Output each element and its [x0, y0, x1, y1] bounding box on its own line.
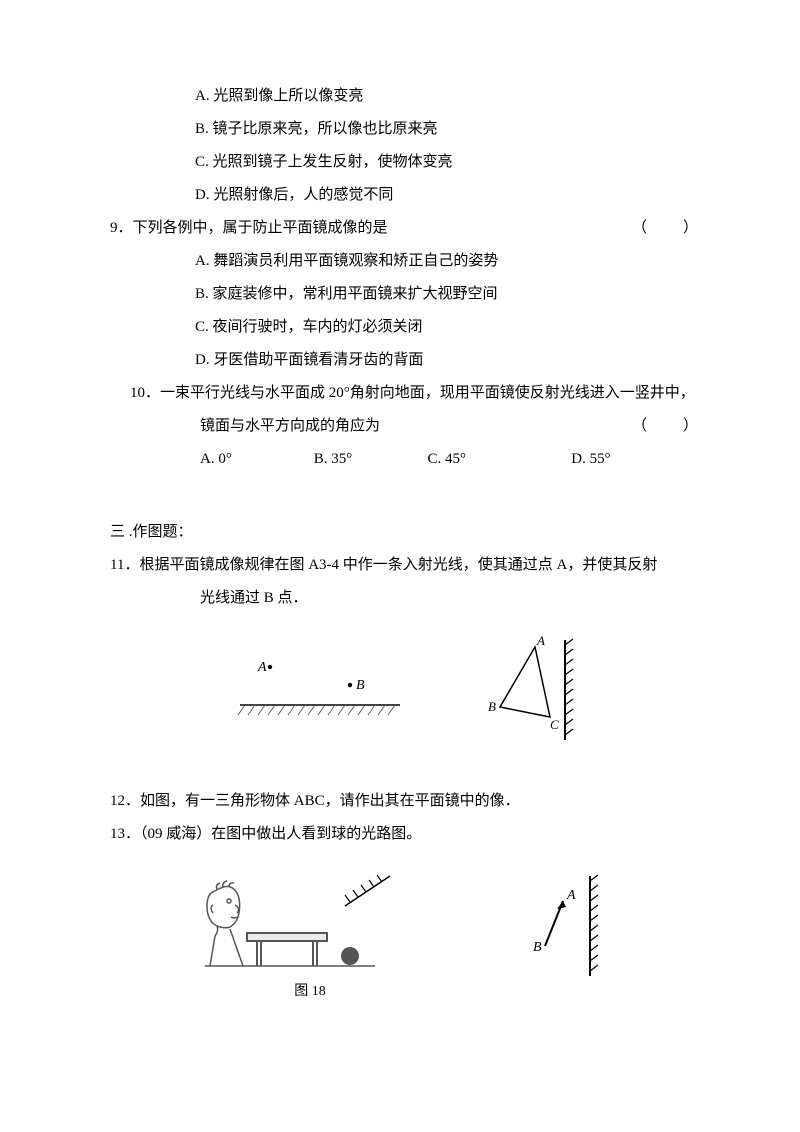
q9-stem: 9．下列各例中，属于防止平面镜成像的是 （ ）: [110, 212, 700, 245]
q10-options: A. 0° B. 35° C. 45° D. 55°: [110, 443, 700, 476]
q10-option-b: B. 35°: [314, 443, 424, 476]
q8-option-d: D. 光照射像后，人的感觉不同: [110, 179, 700, 212]
q13-figure-left: [195, 871, 425, 981]
q8-option-b: B. 镜子比原来亮，所以像也比原来亮: [110, 113, 700, 146]
q11-figures: A B: [110, 635, 700, 745]
q9-paren: （ ）: [632, 212, 700, 245]
q10-line1: 10．一束平行光线与水平面成 20°角射向地面，现用平面镜使反射光线进入一竖井中…: [110, 377, 700, 410]
q13-text: 13．（09 威海）在图中做出人看到球的光路图。: [110, 818, 700, 851]
q11-figure-right-triangle: A B C: [480, 635, 590, 745]
section-3-header: 三 .作图题：: [110, 516, 700, 549]
q10-option-c: C. 45°: [428, 443, 568, 476]
q11-tri-label-c: C: [550, 717, 559, 732]
q10-option-a: A. 0°: [200, 443, 310, 476]
arrow-label-a: A: [566, 888, 576, 903]
q11-label-a: A: [257, 660, 267, 675]
fig18-caption: 图 18: [195, 977, 425, 1008]
q11-line2: 光线通过 B 点．: [110, 582, 700, 615]
q8-option-a: A. 光照到像上所以像变亮: [110, 80, 700, 113]
q10-line2-text: 镜面与水平方向成的角应为: [200, 410, 380, 443]
q11-label-b: B: [356, 678, 365, 693]
q9-option-c: C. 夜间行驶时，车内的灯必须关闭: [110, 311, 700, 344]
q13-figures: 图 18 A B: [110, 871, 700, 1008]
q10-paren: （ ）: [632, 410, 700, 443]
q9-option-d: D. 牙医借助平面镜看清牙齿的背面: [110, 344, 700, 377]
q11-tri-label-a: A: [536, 635, 545, 648]
q11-line1: 11．根据平面镜成像规律在图 A3-4 中作一条入射光线，使其通过点 A，并使其…: [110, 549, 700, 582]
q13-figure-left-wrap: 图 18: [195, 871, 425, 1008]
q11-figure-left: A B: [220, 635, 420, 735]
q10-option-d: D. 55°: [571, 443, 610, 476]
q9-option-b: B. 家庭装修中，常利用平面镜来扩大视野空间: [110, 278, 700, 311]
q12-text: 12．如图，有一三角形物体 ABC，请作出其在平面镜中的像．: [110, 785, 700, 818]
q13-figure-right: A B: [505, 871, 615, 981]
q8-option-c: C. 光照到镜子上发生反射，使物体变亮: [110, 146, 700, 179]
q10-line2-row: 镜面与水平方向成的角应为 （ ）: [110, 410, 700, 443]
q11-tri-label-b: B: [488, 699, 496, 714]
q9-text: 9．下列各例中，属于防止平面镜成像的是: [110, 212, 388, 245]
q9-option-a: A. 舞蹈演员利用平面镜观察和矫正自己的姿势: [110, 245, 700, 278]
arrow-label-b: B: [533, 940, 542, 955]
